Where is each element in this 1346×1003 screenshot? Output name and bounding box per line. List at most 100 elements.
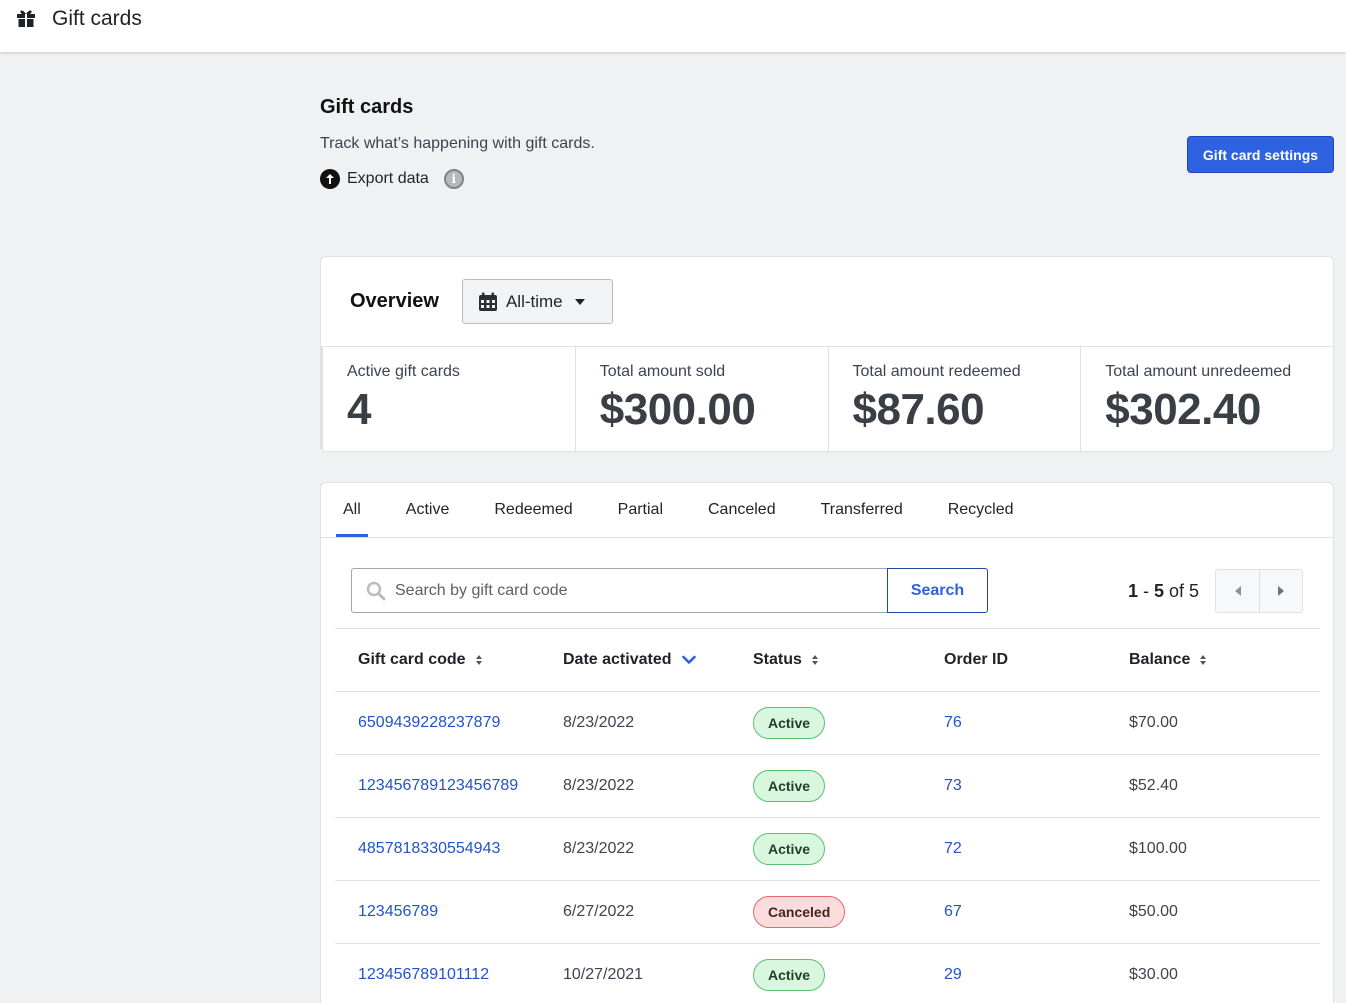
sort-icon[interactable]: [1200, 655, 1207, 665]
status-badge: Active: [753, 707, 826, 739]
export-icon: [320, 169, 340, 189]
search-row: Search: [351, 568, 988, 613]
tab-partial[interactable]: Partial: [617, 501, 663, 518]
stat-value: $302.40: [1105, 385, 1261, 434]
gift-card-code-link[interactable]: 4857818330554943: [358, 840, 501, 857]
page-range-start: 1: [1127, 580, 1138, 601]
stat-value: 4: [347, 385, 371, 434]
date-range-dropdown[interactable]: All-time: [461, 279, 613, 324]
status-badge: Active: [753, 833, 826, 865]
gift-cards-table: Gift card code Date activated Status Ord…: [335, 628, 1320, 1003]
page-range-separator: -: [1137, 580, 1154, 601]
date-range-label: All-time: [505, 291, 563, 311]
overview-header: Overview All-time: [321, 257, 1333, 347]
stat-label: Total amount redeemed: [852, 363, 1021, 380]
column-header-date[interactable]: Date activated: [563, 628, 753, 692]
column-label: Status: [753, 651, 802, 668]
caret-right-icon: [1278, 586, 1284, 596]
column-header-balance[interactable]: Balance: [1129, 628, 1320, 692]
order-id-link[interactable]: 29: [944, 966, 962, 983]
tab-transferred[interactable]: Transferred: [820, 501, 903, 518]
search-box[interactable]: [351, 568, 887, 613]
order-id-link[interactable]: 73: [944, 777, 962, 794]
export-data-label[interactable]: Export data: [347, 170, 429, 187]
page-subtitle: Track what’s happening with gift cards.: [320, 135, 595, 152]
order-id-link[interactable]: 72: [944, 840, 962, 857]
gift-icon: [16, 7, 38, 29]
date-activated: 8/23/2022: [563, 754, 753, 818]
search-icon: [366, 581, 386, 601]
column-label: Date activated: [563, 651, 672, 668]
stat-active-gift-cards: Active gift cards 4: [321, 347, 576, 451]
prev-page-button[interactable]: [1216, 570, 1259, 612]
overview-title: Overview: [350, 290, 439, 312]
status-badge: Canceled: [753, 896, 846, 928]
tab-all[interactable]: All: [336, 501, 368, 537]
column-label: Gift card code: [358, 651, 466, 668]
status-badge: Active: [753, 770, 826, 802]
tab-canceled[interactable]: Canceled: [708, 501, 776, 518]
table-header-row: Gift card code Date activated Status Ord…: [335, 628, 1320, 692]
stat-label: Active gift cards: [347, 363, 460, 380]
gift-card-code-link[interactable]: 123456789: [358, 903, 439, 920]
column-header-status[interactable]: Status: [753, 628, 944, 692]
page-title: Gift cards: [320, 96, 414, 118]
gift-card-code-link[interactable]: 123456789123456789: [358, 777, 519, 794]
tab-redeemed[interactable]: Redeemed: [494, 501, 573, 518]
balance: $50.00: [1129, 880, 1320, 944]
stat-label: Total amount sold: [599, 363, 726, 380]
stat-total-sold: Total amount sold $300.00: [576, 347, 829, 451]
balance: $100.00: [1129, 817, 1320, 881]
date-activated: 8/23/2022: [563, 691, 753, 755]
table-row: 123456789 6/27/2022 Canceled 67 $50.00: [335, 880, 1320, 944]
table-row: 6509439228237879 8/23/2022 Active 76 $70…: [335, 691, 1320, 755]
pagination: 1 - 5 of 5: [1128, 569, 1303, 613]
gift-card-code-link[interactable]: 6509439228237879: [358, 714, 501, 731]
caret-left-icon: [1234, 586, 1241, 596]
page-total: 5: [1188, 580, 1199, 601]
column-header-code[interactable]: Gift card code: [335, 628, 563, 692]
info-icon[interactable]: i: [443, 169, 464, 189]
stat-value: $300.00: [599, 385, 756, 434]
next-page-button[interactable]: [1259, 570, 1302, 612]
date-activated: 8/23/2022: [563, 817, 753, 881]
gift-cards-table-card: All Active Redeemed Partial Canceled Tra…: [320, 482, 1334, 1003]
sort-icon[interactable]: [475, 655, 482, 665]
chevron-down-icon[interactable]: [681, 655, 696, 665]
stat-value: $87.60: [852, 385, 985, 434]
sort-icon[interactable]: [811, 655, 818, 665]
overview-card: Overview All-time Active gift: [320, 256, 1334, 452]
gift-card-settings-button[interactable]: Gift card settings: [1187, 136, 1334, 173]
app-title: Gift cards: [52, 7, 142, 30]
pager-buttons: [1215, 569, 1303, 613]
column-header-order: Order ID: [944, 628, 1129, 692]
balance: $52.40: [1129, 754, 1320, 818]
overview-stats: Active gift cards 4 Total amount sold $3…: [321, 347, 1333, 451]
page-header: Gift cards Track what’s happening with g…: [320, 96, 595, 189]
date-activated: 6/27/2022: [563, 880, 753, 944]
column-label: Order ID: [944, 651, 1009, 668]
tab-recycled[interactable]: Recycled: [947, 501, 1014, 518]
export-data-link[interactable]: Export data i: [320, 169, 595, 189]
gift-card-code-link[interactable]: 123456789101112: [358, 966, 490, 983]
stat-label: Total amount unredeemed: [1105, 363, 1292, 380]
table-row: 123456789123456789 8/23/2022 Active 73 $…: [335, 754, 1320, 818]
search-input[interactable]: [395, 581, 865, 600]
top-bar: Gift cards: [0, 0, 1346, 52]
order-id-link[interactable]: 67: [944, 903, 962, 920]
table-row: 4857818330554943 8/23/2022 Active 72 $10…: [335, 817, 1320, 881]
balance: $30.00: [1129, 943, 1320, 1003]
status-tabs: All Active Redeemed Partial Canceled Tra…: [321, 483, 1333, 538]
stat-total-redeemed: Total amount redeemed $87.60: [829, 347, 1082, 451]
balance: $70.00: [1129, 691, 1320, 755]
order-id-link[interactable]: 76: [944, 714, 962, 731]
date-activated: 10/27/2021: [563, 943, 753, 1003]
search-button[interactable]: Search: [887, 568, 988, 613]
table-row: 123456789101112 10/27/2021 Active 29 $30…: [335, 943, 1320, 1003]
tab-active[interactable]: Active: [405, 501, 450, 518]
page-range-end: 5: [1153, 580, 1164, 601]
page-of-label: of: [1163, 580, 1189, 601]
stat-total-unredeemed: Total amount unredeemed $302.40: [1081, 347, 1333, 451]
caret-down-icon: [574, 298, 585, 305]
calendar-icon: [478, 292, 498, 312]
